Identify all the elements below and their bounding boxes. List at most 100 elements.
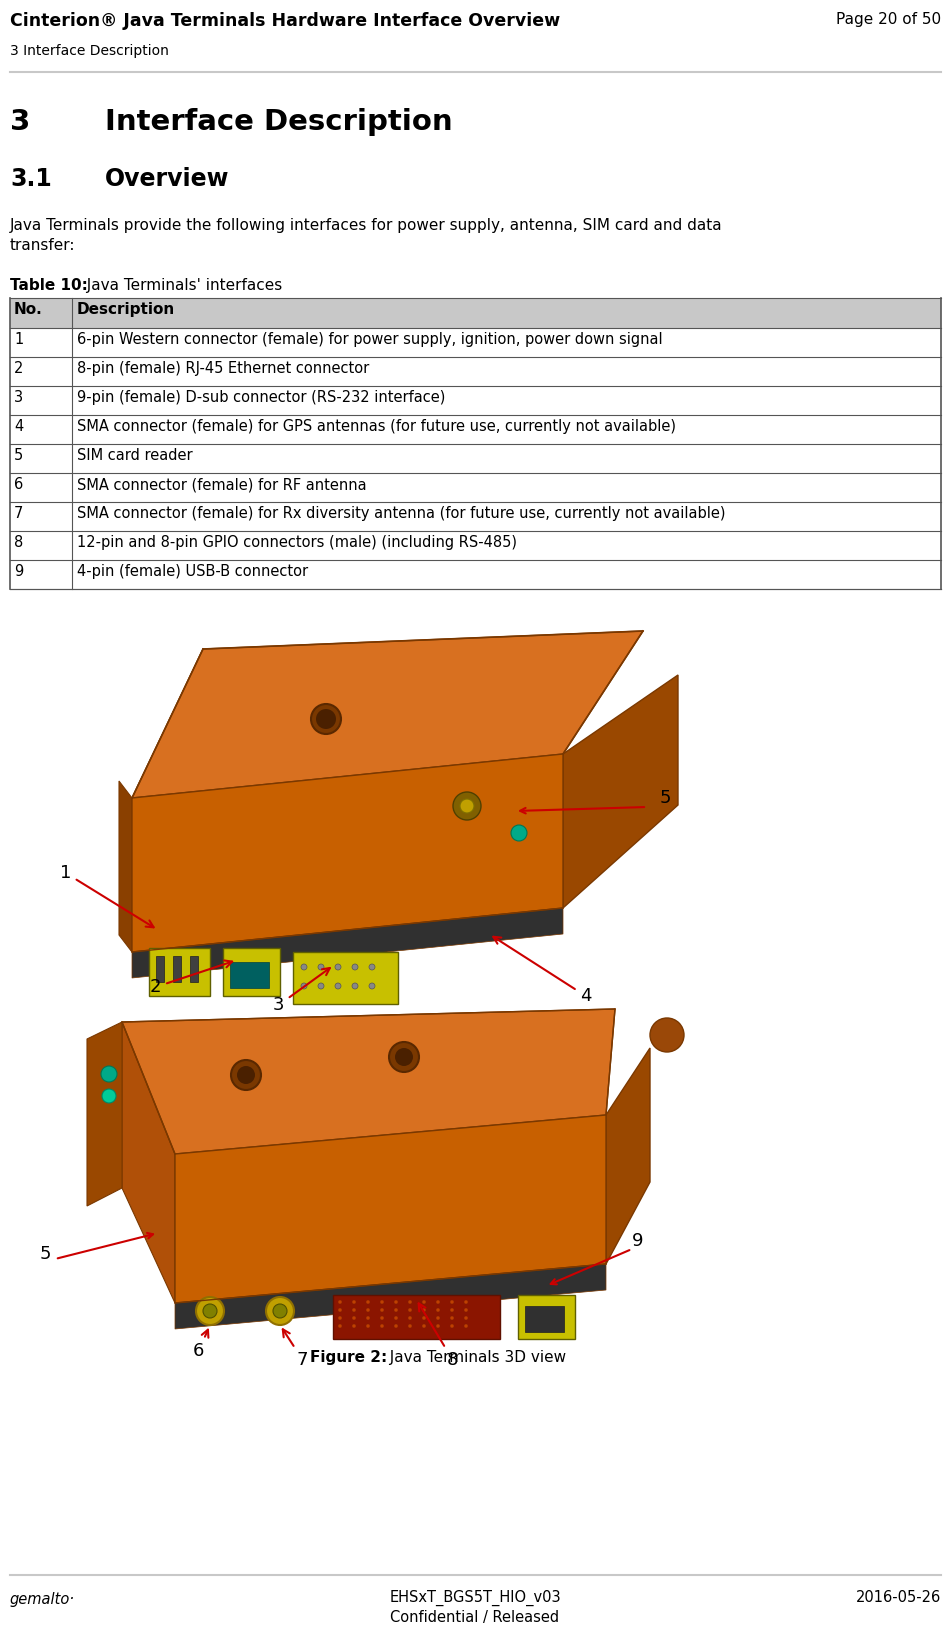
Circle shape [450,1309,454,1312]
Circle shape [436,1324,440,1328]
Bar [10,386,941,416]
Text: Overview: Overview [105,167,229,191]
Text: SMA connector (female) for Rx diversity antenna (for future use, currently not a: SMA connector (female) for Rx diversity … [77,506,726,520]
Text: 8: 8 [14,535,23,550]
Text: Confidential / Released: Confidential / Released [391,1610,559,1625]
Circle shape [436,1301,440,1304]
Circle shape [422,1324,426,1328]
Circle shape [394,1315,398,1320]
Bar [223,947,280,996]
Bar [10,327,941,357]
Circle shape [352,1309,356,1312]
Circle shape [369,964,375,970]
Circle shape [335,983,341,990]
Circle shape [366,1315,370,1320]
Circle shape [316,708,336,730]
Text: transfer:: transfer: [10,237,75,254]
Circle shape [408,1301,412,1304]
Text: 3: 3 [10,108,30,136]
Text: Figure 2:: Figure 2: [310,1350,387,1364]
Polygon shape [563,676,678,908]
Circle shape [301,983,307,990]
Bar [10,298,941,327]
Text: 4-pin (female) USB-B connector: 4-pin (female) USB-B connector [77,564,308,579]
Text: 3: 3 [273,969,330,1014]
Circle shape [422,1309,426,1312]
Circle shape [422,1315,426,1320]
Polygon shape [87,1022,122,1206]
Text: Interface Description: Interface Description [105,108,453,136]
Circle shape [203,1304,217,1319]
Bar [525,1306,564,1332]
Bar [230,962,269,988]
Text: Description: Description [77,303,175,317]
Text: 1: 1 [14,332,23,347]
Bar [518,1296,575,1338]
Bar [149,947,210,996]
Text: Cinterion® Java Terminals Hardware Interface Overview: Cinterion® Java Terminals Hardware Inter… [10,11,560,29]
Polygon shape [132,754,563,952]
Circle shape [318,964,324,970]
Text: SIM card reader: SIM card reader [77,448,193,463]
Circle shape [380,1309,384,1312]
Circle shape [366,1309,370,1312]
Text: 3 Interface Description: 3 Interface Description [10,44,169,57]
Polygon shape [132,649,203,952]
Text: gemalto·: gemalto· [10,1592,75,1607]
Bar [10,357,941,386]
Circle shape [318,983,324,990]
Circle shape [266,1297,294,1325]
Circle shape [338,1301,342,1304]
Circle shape [389,1042,419,1072]
Circle shape [395,1049,413,1067]
Bar [173,955,181,982]
Circle shape [650,1018,684,1052]
Text: 12-pin and 8-pin GPIO connectors (male) (including RS-485): 12-pin and 8-pin GPIO connectors (male) … [77,535,517,550]
Circle shape [352,1324,356,1328]
Circle shape [394,1301,398,1304]
Text: 6: 6 [193,1330,208,1360]
Circle shape [511,825,527,841]
Circle shape [460,798,474,813]
Circle shape [231,1060,261,1090]
Polygon shape [606,1049,650,1265]
Text: 3: 3 [14,389,23,406]
Text: EHSxT_BGS5T_HIO_v03: EHSxT_BGS5T_HIO_v03 [389,1590,561,1607]
Circle shape [335,964,341,970]
Bar [190,955,198,982]
Text: Java Terminals 3D view: Java Terminals 3D view [380,1350,566,1364]
Circle shape [352,964,358,970]
Text: Java Terminals provide the following interfaces for power supply, antenna, SIM c: Java Terminals provide the following int… [10,218,723,232]
Circle shape [273,1304,287,1319]
Bar [10,416,941,443]
Polygon shape [132,908,563,978]
Bar [10,473,941,502]
Text: 3.1: 3.1 [10,167,51,191]
Bar [10,443,941,473]
Text: 9: 9 [14,564,23,579]
Text: 4: 4 [494,937,592,1005]
Text: Page 20 of 50: Page 20 of 50 [836,11,941,28]
Text: 8: 8 [418,1304,458,1369]
Circle shape [436,1309,440,1312]
Text: SMA connector (female) for RF antenna: SMA connector (female) for RF antenna [77,478,367,492]
Circle shape [352,1301,356,1304]
Circle shape [464,1301,468,1304]
Circle shape [101,1067,117,1081]
Bar [10,502,941,532]
Text: 9-pin (female) D-sub connector (RS-232 interface): 9-pin (female) D-sub connector (RS-232 i… [77,389,445,406]
Text: 7: 7 [282,1330,308,1369]
Polygon shape [122,1009,615,1153]
Text: 5: 5 [660,789,671,807]
Text: 8-pin (female) RJ-45 Ethernet connector: 8-pin (female) RJ-45 Ethernet connector [77,362,369,376]
Circle shape [450,1301,454,1304]
Circle shape [464,1324,468,1328]
Text: 5: 5 [40,1245,51,1263]
Circle shape [102,1090,116,1103]
Text: 2: 2 [150,960,232,996]
Text: No.: No. [14,303,43,317]
Bar [10,532,941,560]
Polygon shape [119,780,132,952]
Circle shape [464,1309,468,1312]
Circle shape [408,1324,412,1328]
